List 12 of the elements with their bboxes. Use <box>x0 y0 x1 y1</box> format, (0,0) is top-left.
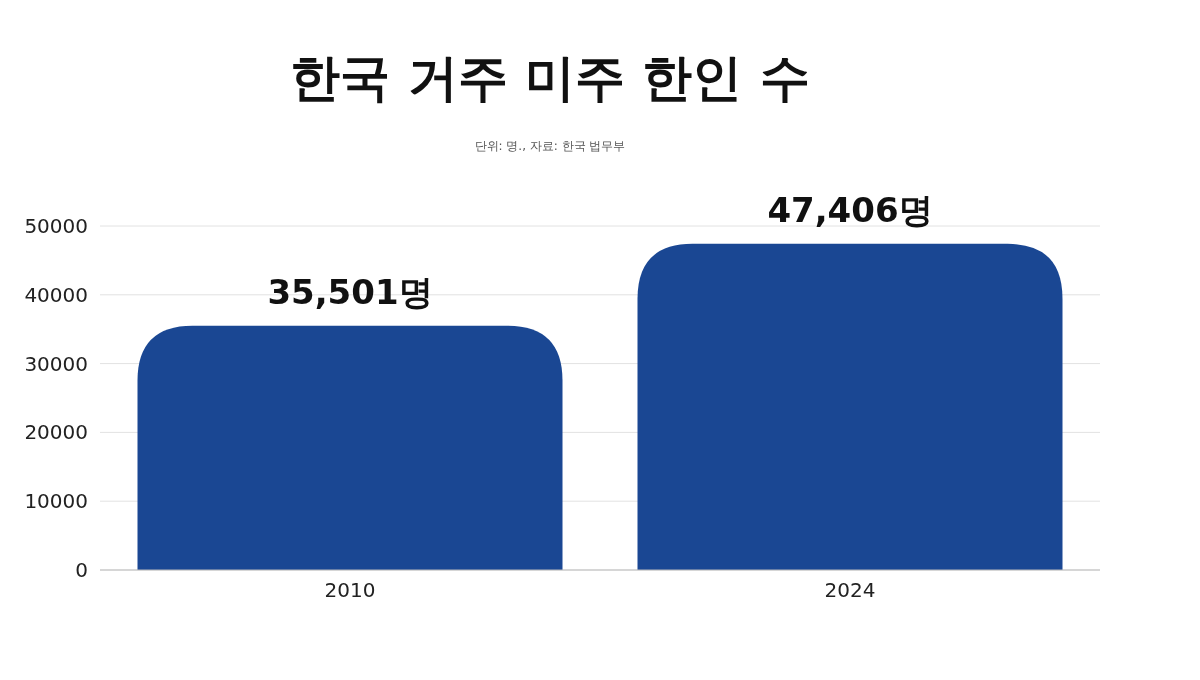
y-tick-label: 10000 <box>24 489 88 514</box>
y-tick-label: 20000 <box>24 420 88 445</box>
y-tick-label: 50000 <box>24 214 88 238</box>
y-tick-label: 30000 <box>24 351 88 376</box>
y-tick-label: 40000 <box>24 282 88 307</box>
y-tick-label: 0 <box>75 558 88 582</box>
x-tick-label: 2010 <box>324 578 376 602</box>
chart-title: 한국 거주 미주 한인 수 <box>290 49 810 107</box>
data-label: 35,501명 <box>267 271 433 312</box>
x-tick-label: 2024 <box>824 578 876 602</box>
data-label: 47,406명 <box>767 189 933 230</box>
chart-subtitle: 단위: 명., 자료: 한국 법무부 <box>474 139 626 153</box>
